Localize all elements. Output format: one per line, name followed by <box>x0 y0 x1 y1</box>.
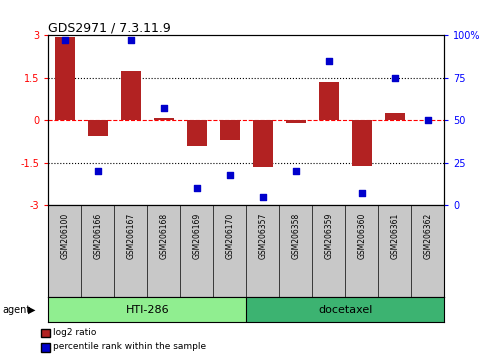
Text: GSM206170: GSM206170 <box>226 213 234 259</box>
Text: GSM206359: GSM206359 <box>325 213 333 259</box>
Text: GSM206100: GSM206100 <box>60 213 69 259</box>
Text: GSM206166: GSM206166 <box>93 213 102 259</box>
Bar <box>286 120 306 123</box>
Bar <box>319 82 339 120</box>
Text: HTI-286: HTI-286 <box>126 305 169 315</box>
Point <box>259 194 267 200</box>
Text: GSM206360: GSM206360 <box>357 213 366 259</box>
Bar <box>187 120 207 146</box>
Text: log2 ratio: log2 ratio <box>53 328 97 337</box>
Text: GSM206168: GSM206168 <box>159 213 168 259</box>
Bar <box>121 71 141 120</box>
Point <box>325 58 333 64</box>
Text: GSM206357: GSM206357 <box>258 213 267 259</box>
Point <box>193 185 201 191</box>
Bar <box>48 297 246 322</box>
Text: ▶: ▶ <box>28 305 36 315</box>
Bar <box>352 120 372 166</box>
Bar <box>154 118 174 120</box>
Bar <box>220 120 240 140</box>
Bar <box>385 113 405 120</box>
Text: GDS2971 / 7.3.11.9: GDS2971 / 7.3.11.9 <box>48 21 171 34</box>
Text: percentile rank within the sample: percentile rank within the sample <box>53 342 206 352</box>
Point <box>292 169 299 174</box>
Text: agent: agent <box>2 305 30 315</box>
Text: GSM206358: GSM206358 <box>291 213 300 259</box>
Text: GSM206361: GSM206361 <box>390 213 399 259</box>
Bar <box>253 120 273 167</box>
Point <box>94 169 102 174</box>
Text: GSM206169: GSM206169 <box>192 213 201 259</box>
Point <box>127 38 135 43</box>
Point <box>424 118 432 123</box>
Point <box>61 38 69 43</box>
Point <box>358 190 366 196</box>
Bar <box>246 297 444 322</box>
Point <box>226 172 234 178</box>
Bar <box>88 120 108 136</box>
Point <box>391 75 399 81</box>
Text: GSM206167: GSM206167 <box>127 213 135 259</box>
Point <box>160 105 168 111</box>
Text: GSM206362: GSM206362 <box>424 213 432 259</box>
Bar <box>55 37 75 120</box>
Text: docetaxel: docetaxel <box>318 305 372 315</box>
